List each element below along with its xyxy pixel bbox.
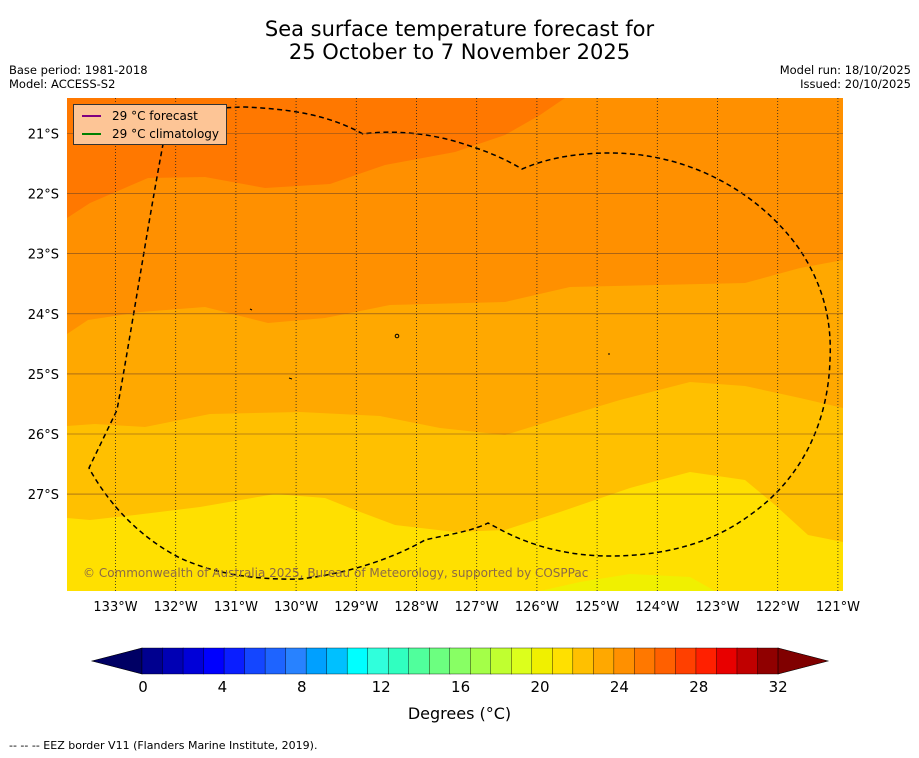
island-marker [288, 377, 293, 380]
forecast-line-swatch [82, 115, 101, 117]
island-marker [249, 308, 253, 311]
colorbar-label: Degrees (°C) [407, 704, 512, 723]
colorbar-segment [429, 647, 451, 675]
colorbar-segment [695, 647, 718, 675]
colorbar-segment [531, 647, 553, 675]
colorbar-segment [141, 647, 164, 675]
colorbar-tick-labels: 0 4 8 12 16 20 24 28 32 [138, 678, 788, 696]
colorbar-segment [490, 647, 512, 675]
latitude-label: 24°S [28, 308, 59, 323]
colorbar-segment [572, 647, 594, 675]
meta-right: Model run: 18/10/2025 Issued: 20/10/2025 [780, 63, 911, 91]
colorbar-under-arrow [90, 647, 143, 675]
eez-footnote: -- -- -- EEZ border V11 (Flanders Marine… [9, 739, 318, 752]
legend-forecast: 29 °C forecast [82, 108, 198, 124]
colorbar-segment [449, 647, 471, 675]
colorbar-tick-label: 8 [297, 678, 307, 696]
longitude-label: 127°W [455, 600, 499, 615]
longitude-label: 133°W [93, 600, 137, 615]
latitude-label: 25°S [28, 368, 59, 383]
colorbar-segment [654, 647, 677, 675]
longitude-label: 131°W [214, 600, 258, 615]
colorbar-tick-label: 20 [530, 678, 549, 696]
colorbar-tick-label: 4 [218, 678, 228, 696]
eez-border [88, 106, 832, 580]
longitude-label: 125°W [575, 600, 619, 615]
colorbar-segment [736, 647, 759, 675]
colorbar-segment [470, 647, 492, 675]
sst-contour-field: © Commonwealth of Australia 2025, Bureau… [67, 98, 843, 591]
title-line-1: Sea surface temperature forecast for [264, 17, 655, 41]
legend-climatology-label: 29 °C climatology [112, 127, 220, 141]
legend-climatology: 29 °C climatology [82, 126, 219, 142]
colorbar-tick-label: 12 [372, 678, 391, 696]
sst-band-22-23 [540, 574, 715, 591]
copyright-notice: © Commonwealth of Australia 2025, Bureau… [83, 566, 588, 580]
colorbar-segment [387, 647, 410, 675]
colorbar-segment [162, 647, 184, 675]
longitude-label: 124°W [635, 600, 679, 615]
base-period: Base period: 1981-2018 [9, 63, 148, 77]
colorbar-segment [223, 647, 246, 675]
latitude-label: 26°S [28, 428, 59, 443]
sst-band-23-24 [67, 472, 843, 591]
colorbar-segment [716, 647, 738, 675]
longitude-label: 129°W [334, 600, 378, 615]
island-marker [394, 333, 400, 339]
colorbar-segment [408, 647, 430, 675]
latitude-label: 22°S [28, 188, 59, 203]
chart-title: Sea surface temperature forecast for 25 … [0, 18, 919, 64]
colorbar-over-arrow [777, 647, 830, 675]
colorbar-tick-label: 32 [769, 678, 788, 696]
colorbar-tick-label: 0 [138, 678, 148, 696]
latitude-label: 23°S [28, 248, 59, 263]
meta-left: Base period: 1981-2018 Model: ACCESS-S2 [9, 63, 148, 91]
legend-forecast-label: 29 °C forecast [112, 109, 198, 123]
colorbar-segment [613, 647, 635, 675]
colorbar-segment [511, 647, 533, 675]
latitude-labels: 21°S 22°S 23°S 24°S 25°S 26°S 27°S [28, 128, 59, 504]
title-line-2: 25 October to 7 November 2025 [288, 40, 631, 64]
colorbar-tick-label: 24 [610, 678, 629, 696]
colorbar-segment [244, 647, 266, 675]
longitude-label: 130°W [274, 600, 318, 615]
colorbar-segment [367, 647, 389, 675]
contour-legend: 29 °C forecast 29 °C climatology [73, 104, 227, 145]
colorbar-segment [326, 647, 348, 675]
colorbar-segment [552, 647, 574, 675]
longitude-labels: 133°W 132°W 131°W 130°W 129°W 128°W 127°W 126°W… [93, 600, 860, 615]
latitude-label: 21°S [28, 128, 59, 143]
island-markers [249, 308, 610, 380]
colorbar-segment [285, 647, 307, 675]
colorbar-segment [593, 647, 615, 675]
colorbar-segment [203, 647, 225, 675]
colorbar-tick-label: 28 [689, 678, 708, 696]
longitude-label: 122°W [756, 600, 800, 615]
colorbar [90, 647, 830, 675]
model-name: Model: ACCESS-S2 [9, 77, 116, 91]
model-run: Model run: 18/10/2025 [779, 63, 911, 77]
colorbar-segment [346, 647, 369, 675]
colorbar-segment [675, 647, 697, 675]
longitude-label: 128°W [394, 600, 438, 615]
colorbar-segment [182, 647, 205, 675]
colorbar-segment [264, 647, 287, 675]
longitude-label: 132°W [154, 600, 198, 615]
colorbar-segment [305, 647, 328, 675]
climatology-line-swatch [82, 133, 101, 135]
colorbar-segment [634, 647, 656, 675]
longitude-label: 123°W [695, 600, 739, 615]
colorbar-segment [757, 647, 779, 675]
longitude-label: 126°W [515, 600, 559, 615]
colorbar-tick-label: 16 [451, 678, 470, 696]
map-graticule [67, 98, 843, 591]
latitude-label: 27°S [28, 488, 59, 503]
longitude-label: 121°W [816, 600, 860, 615]
issued-date: Issued: 20/10/2025 [800, 77, 911, 91]
